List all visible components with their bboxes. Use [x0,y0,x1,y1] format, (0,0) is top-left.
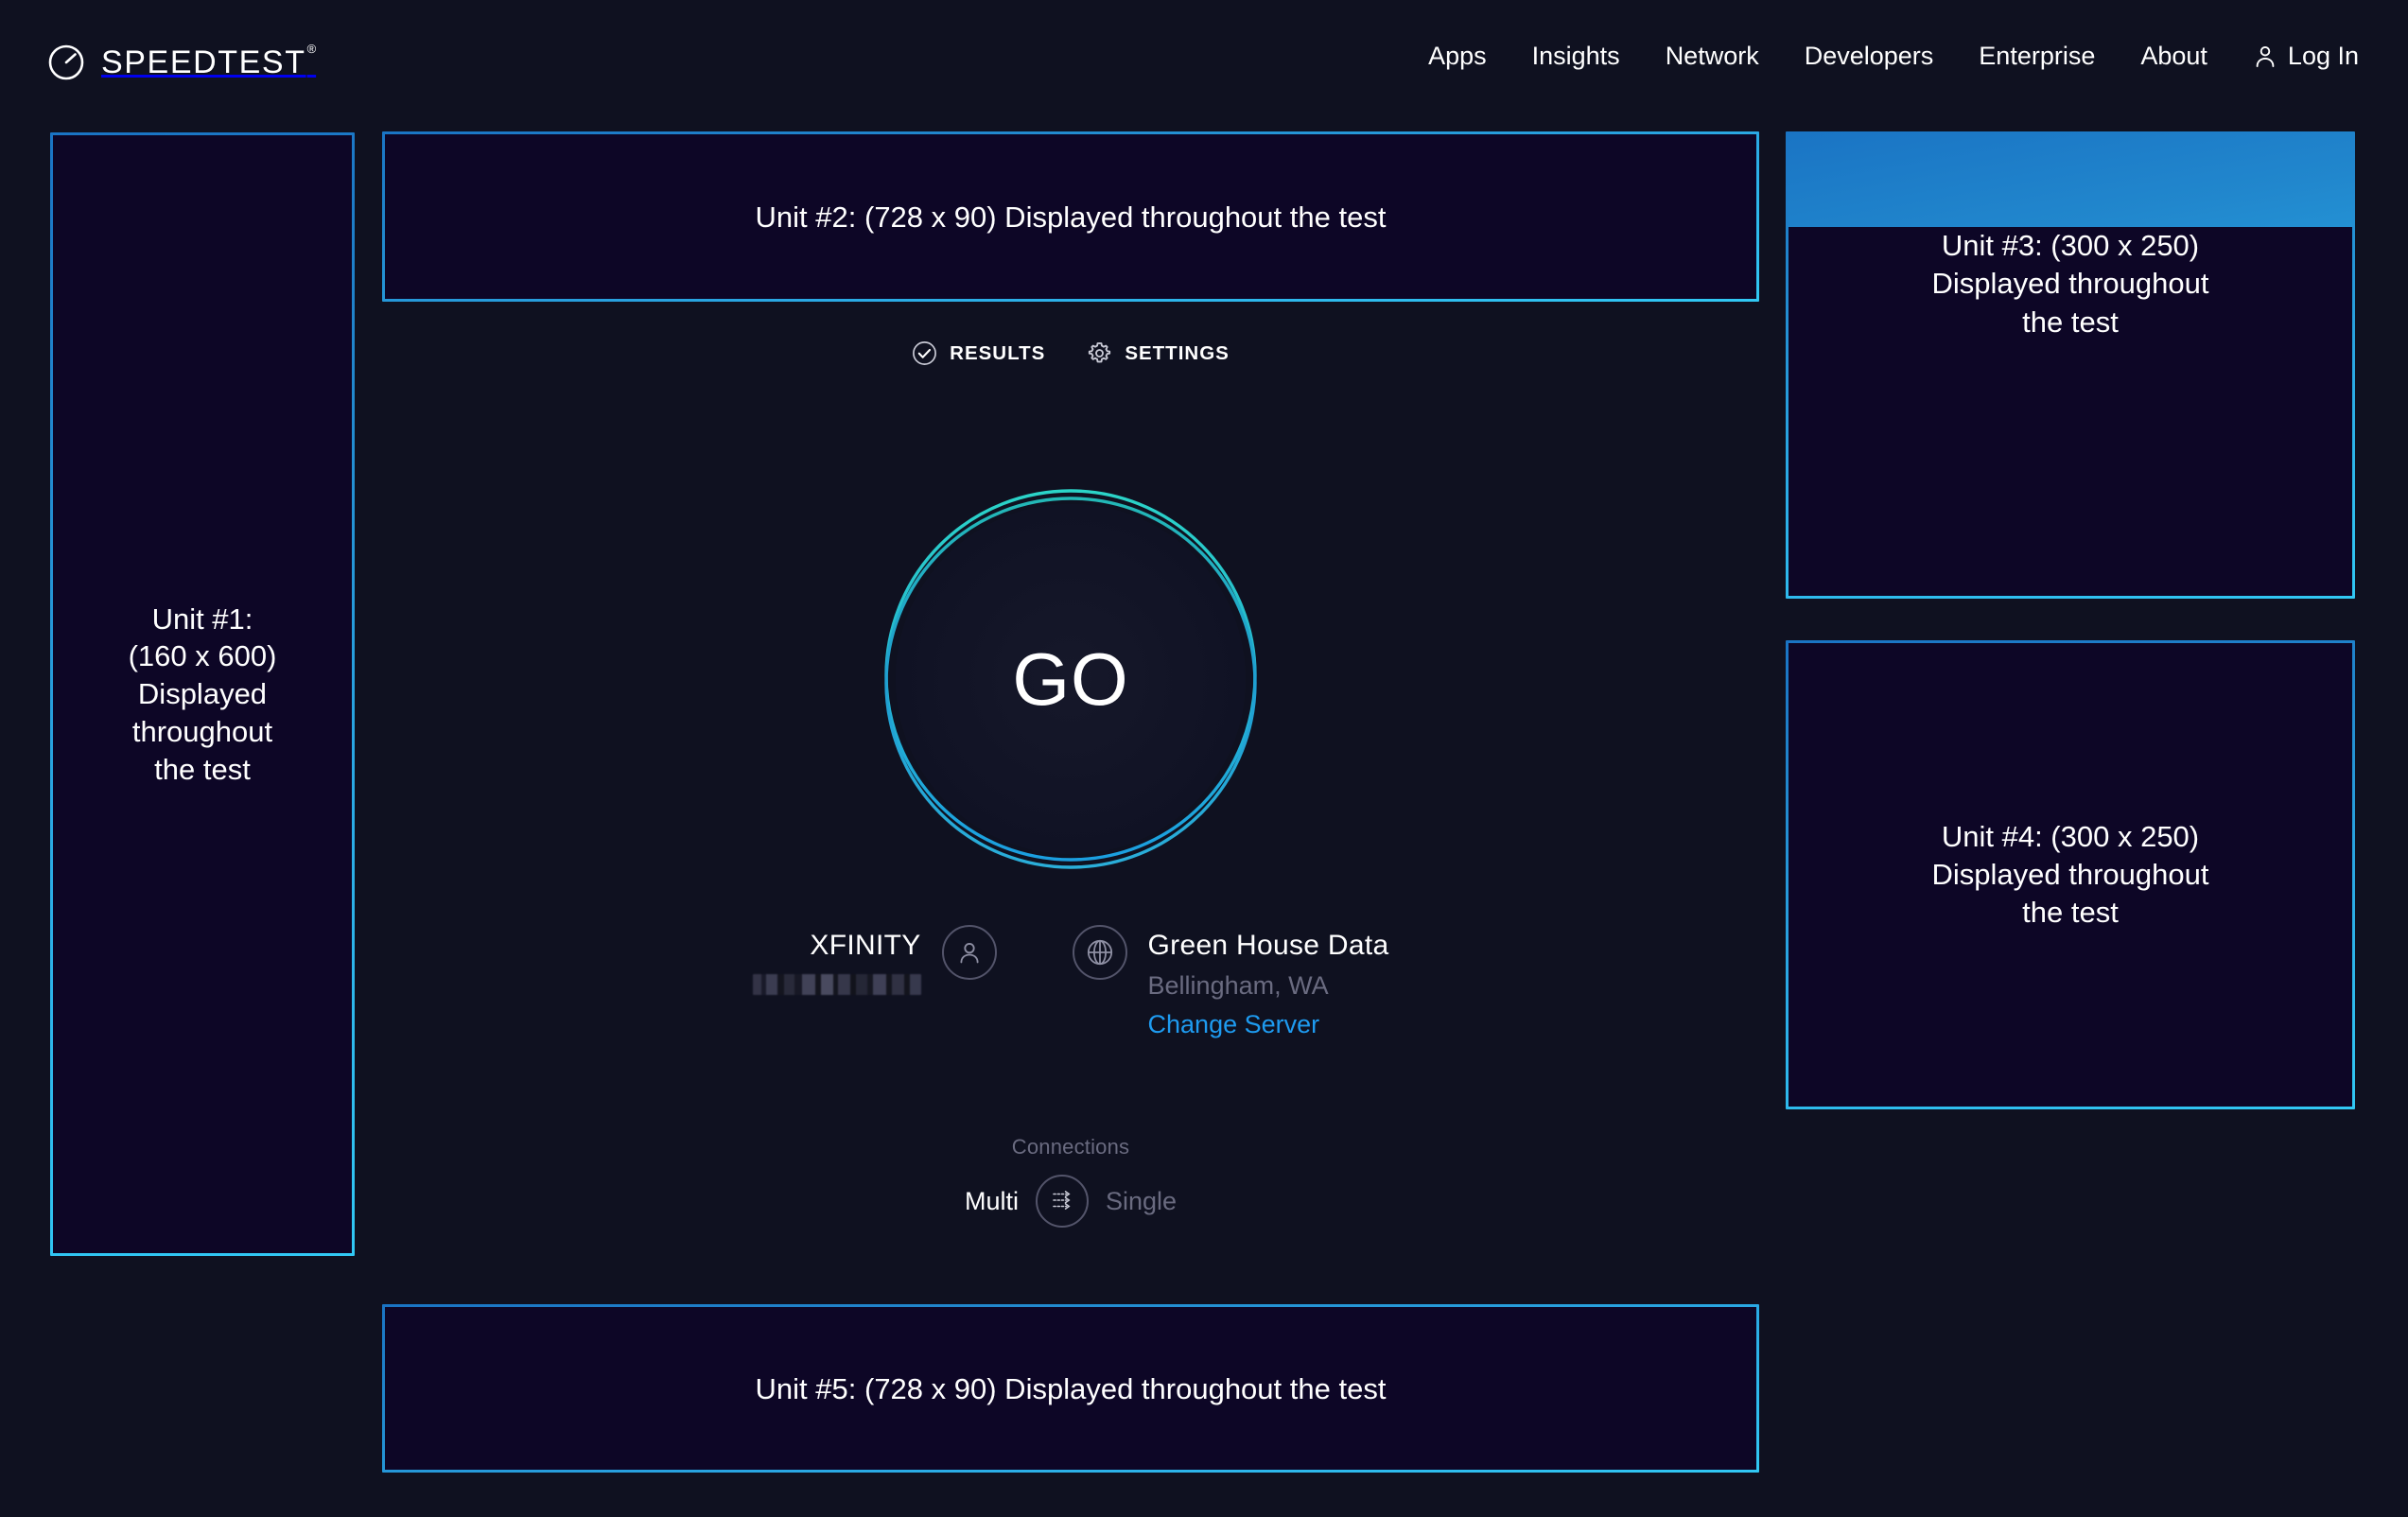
server-location: Bellingham, WA [1147,970,1329,1000]
ad-unit-2-text: Unit #2: (728 x 90) Displayed throughout… [755,200,1387,234]
isp-ip-address-redacted [752,973,921,995]
server-block: Green House Data Bellingham, WA Change S… [1035,925,1389,1039]
nav-link-network[interactable]: Network [1665,42,1759,70]
ad-unit-5-text: Unit #5: (728 x 90) Displayed throughout… [755,1371,1387,1405]
connections-label: Connections [1011,1135,1130,1159]
ad-unit-3-text: Unit #3: (300 x 250) Displayed throughou… [1931,229,2209,339]
nav-link-apps[interactable]: Apps [1428,42,1487,70]
go-button[interactable]: GO [873,481,1268,877]
server-texts: Green House Data Bellingham, WA Change S… [1148,925,1389,1039]
ad-unit-5[interactable]: Unit #5: (728 x 90) Displayed throughout… [382,1304,1759,1473]
ad-unit-4-text: Unit #4: (300 x 250) Displayed throughou… [1931,819,2209,930]
main-nav: Apps Insights Network Developers Enterpr… [1405,40,2359,72]
nav-link-insights[interactable]: Insights [1531,42,1620,70]
login-button[interactable]: Log In [2230,40,2359,72]
site-header: SPEEDTEST® Apps Insights Network Develop… [0,0,2408,126]
brand-wordmark: SPEEDTEST® [101,43,316,80]
settings-button[interactable]: SETTINGS [1087,340,1230,366]
speedometer-icon [47,44,85,81]
ad-unit-2[interactable]: Unit #2: (728 x 90) Displayed throughout… [382,131,1759,302]
nav-link-about[interactable]: About [2140,42,2207,70]
server-name: Green House Data [1147,930,1389,961]
results-label: RESULTS [950,341,1046,364]
server-globe-icon[interactable] [1072,925,1127,980]
connections-section: Connections Multi Single [382,1135,1759,1228]
results-button[interactable]: RESULTS [912,340,1045,366]
circle-check-icon [912,340,937,366]
ad-unit-1-text: Unit #1: (160 x 600) Displayed throughou… [128,602,277,786]
ad-unit-3[interactable]: Unit #3: (300 x 250) Displayed throughou… [1786,131,2355,599]
change-server-link[interactable]: Change Server [1147,1010,1320,1039]
multi-arrows-icon [1048,1186,1076,1217]
isp-block: XFINITY [752,925,1035,995]
connections-option-multi[interactable]: Multi [964,1186,1019,1215]
test-toolbar: RESULTS SETTINGS [382,340,1759,366]
ad-unit-1[interactable]: Unit #1: (160 x 600) Displayed throughou… [50,132,355,1256]
connections-row: Multi Single [965,1175,1177,1228]
ad-unit-4[interactable]: Unit #4: (300 x 250) Displayed throughou… [1786,640,2355,1109]
nav-link-developers[interactable]: Developers [1804,42,1934,70]
connection-info: XFINITY Green House Data Bellingham, WA … [382,925,1759,1039]
brand-wordmark-text: SPEEDTEST [101,44,306,80]
nav-link-enterprise[interactable]: Enterprise [1979,42,2096,70]
connections-option-single[interactable]: Single [1105,1186,1178,1215]
isp-name: XFINITY [810,930,921,961]
go-button-rings [884,489,1257,869]
connections-toggle[interactable] [1035,1175,1089,1228]
isp-texts: XFINITY [752,925,921,995]
brand-trademark: ® [306,41,317,56]
settings-label: SETTINGS [1125,341,1230,364]
go-button-label: GO [1012,637,1129,721]
isp-person-icon[interactable] [941,925,997,980]
go-button-area: GO [382,480,1759,878]
login-label: Log In [2287,42,2359,70]
brand-home-link[interactable]: SPEEDTEST® [47,43,316,81]
person-icon [2253,44,2277,68]
gear-icon [1087,340,1112,366]
